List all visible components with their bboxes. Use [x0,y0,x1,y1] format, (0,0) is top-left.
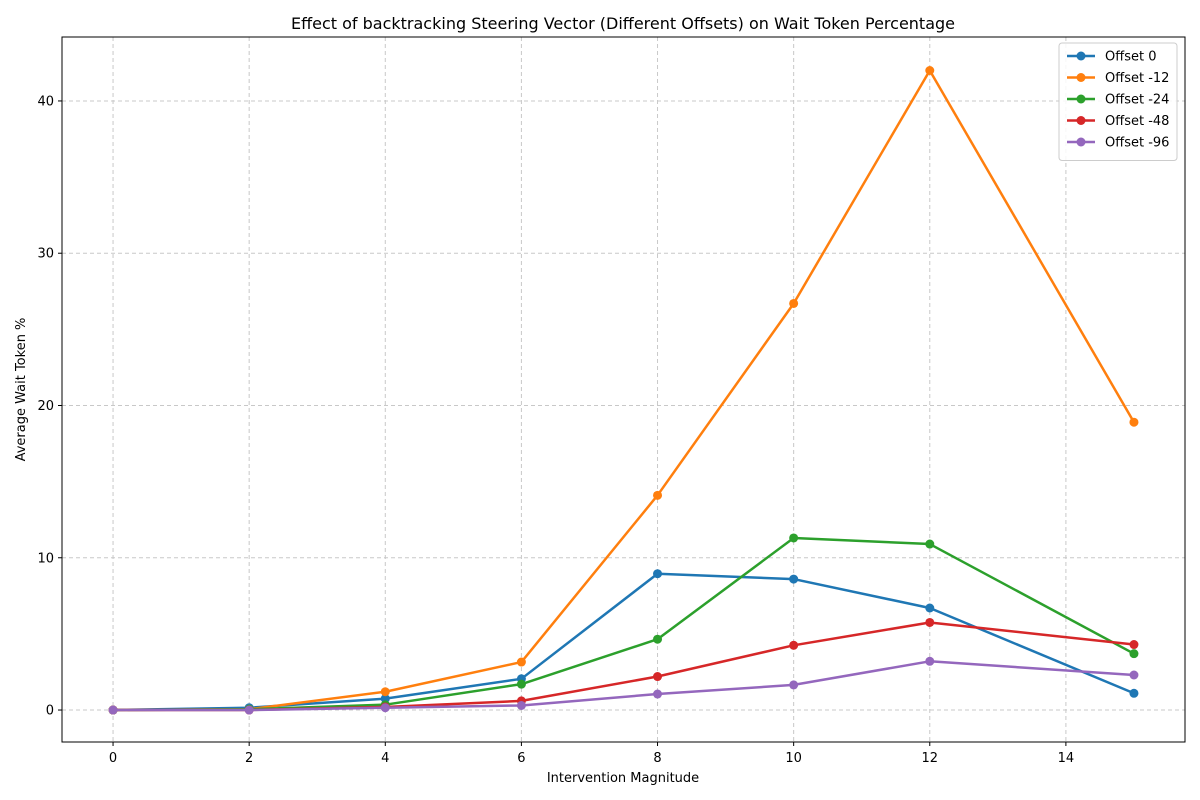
legend-entry: Offset -12 [1067,71,1169,86]
data-point [925,65,935,75]
legend-label: Offset -96 [1105,136,1169,151]
y-axis-title: Average Wait Token % [14,318,29,462]
y-tick-label: 40 [37,94,54,109]
data-point [925,656,935,666]
ticks: 0 2 4 6 8 10 12 14 0 10 20 30 40 [37,94,1074,766]
data-point [789,640,799,650]
data-point [789,533,799,543]
legend-label: Offset -24 [1105,93,1169,108]
y-tick-label: 30 [37,247,54,262]
data-point [108,705,118,715]
legend-label: Offset -12 [1105,71,1169,86]
x-axis-title: Intervention Magnitude [547,771,699,786]
data-point [244,705,254,715]
legend-label: Offset 0 [1105,50,1156,65]
series-line [113,69,1136,712]
legend-marker [1076,137,1086,147]
legend-marker [1076,94,1086,104]
data-point [789,680,799,690]
data-point [653,490,663,500]
legend-entry: Offset -96 [1067,136,1169,151]
chart-title: Effect of backtracking Steering Vector (… [291,14,955,33]
plot-frame [61,36,1186,743]
series-0 [108,569,1139,715]
data-point [653,689,663,699]
data-point [789,574,799,584]
data-point [380,703,390,713]
series-line [113,536,1135,712]
series-4 [108,656,1139,715]
series-layer [108,65,1139,715]
x-tick-label: 10 [785,751,802,766]
x-tick-label: 4 [381,751,389,766]
data-point [1129,688,1139,698]
x-tick-label: 6 [517,751,525,766]
data-point [516,657,526,667]
data-point [653,672,663,682]
data-point [516,679,526,689]
legend-entry: Offset -24 [1067,93,1169,108]
series-3 [108,617,1139,715]
x-tick-label: 8 [653,751,661,766]
legend-entry: Offset -48 [1067,114,1169,129]
legend: Offset 0 Offset -12 Offset -24 Offset -48 Of… [1058,42,1178,161]
data-point [1129,649,1139,659]
x-tick-label: 12 [921,751,938,766]
x-tick-label: 0 [109,751,117,766]
data-point [925,603,935,613]
y-tick-label: 10 [37,551,54,566]
data-point [789,298,799,308]
x-tick-label: 2 [245,751,253,766]
y-tick-label: 0 [46,704,54,719]
legend-label: Offset -48 [1105,114,1169,129]
series-line [113,572,1135,712]
legend-marker [1076,73,1086,82]
y-tick-label: 20 [37,399,54,414]
x-tick-label: 14 [1058,751,1075,766]
series-line [113,660,1135,712]
data-point [653,634,663,644]
data-point [380,687,390,697]
series-1 [108,65,1139,715]
data-point [653,569,663,579]
legend-box [1058,42,1178,161]
grid [62,37,1185,742]
data-point [516,700,526,710]
data-point [925,539,935,549]
legend-marker [1076,51,1086,61]
legend-marker [1076,116,1086,125]
data-point [925,617,935,627]
data-point [1129,417,1139,427]
legend-entry: Offset 0 [1067,50,1156,65]
data-point [1129,670,1139,680]
series-2 [108,533,1139,715]
data-point [1129,640,1139,650]
